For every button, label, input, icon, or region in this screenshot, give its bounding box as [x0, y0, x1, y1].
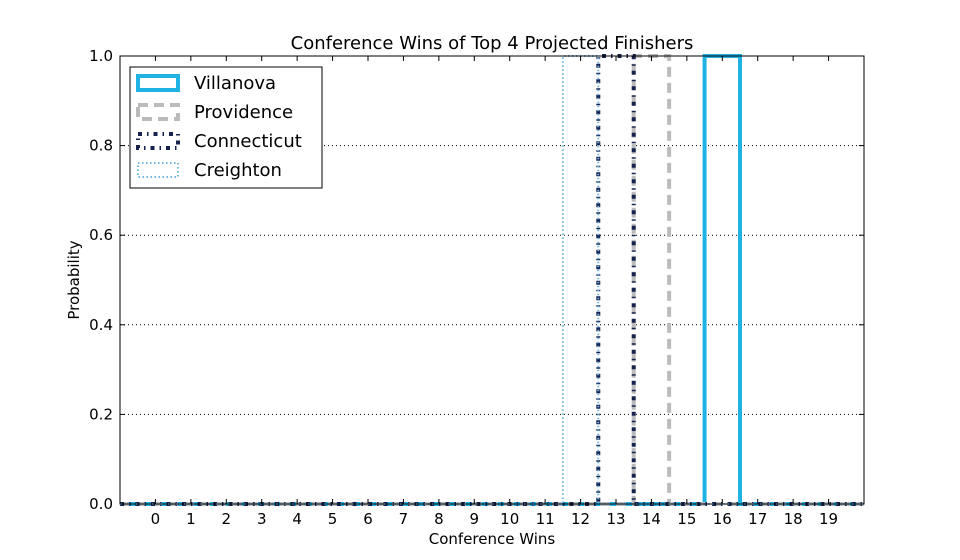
x-tick-label: 14 — [642, 510, 661, 528]
x-tick-label: 3 — [257, 510, 267, 528]
legend-label-connecticut: Connecticut — [194, 131, 302, 152]
x-tick-label: 18 — [784, 510, 803, 528]
legend: Villanova Providence Connecticut Creighton — [129, 66, 323, 189]
chart-title: Conference Wins of Top 4 Projected Finis… — [291, 33, 694, 54]
y-tick-label: 0.0 — [89, 495, 113, 513]
y-tick-label: 1.0 — [89, 47, 113, 65]
legend-swatch-villanova — [136, 74, 180, 92]
y-tick-label: 0.8 — [89, 137, 113, 155]
legend-swatch-creighton — [137, 162, 179, 178]
y-tick-label: 0.6 — [89, 226, 113, 244]
x-tick-label: 15 — [677, 510, 696, 528]
x-tick-label: 5 — [328, 510, 338, 528]
x-tick-label: 11 — [536, 510, 555, 528]
axes-frame — [119, 55, 865, 505]
x-tick-label: 16 — [713, 510, 732, 528]
x-tick-label: 17 — [748, 510, 767, 528]
x-tick-label: 1 — [186, 510, 196, 528]
x-tick-label: 2 — [222, 510, 232, 528]
x-tick-label: 7 — [399, 510, 409, 528]
x-tick-label: 9 — [470, 510, 480, 528]
x-tick-label: 6 — [363, 510, 373, 528]
x-tick-label: 10 — [500, 510, 519, 528]
legend-label-villanova: Villanova — [194, 73, 276, 94]
x-tick-label: 4 — [292, 510, 302, 528]
legend-swatch-providence — [136, 103, 180, 121]
legend-label-creighton: Creighton — [194, 160, 282, 181]
legend-box — [129, 66, 323, 189]
ticks: 0 1 2 3 4 5 6 7 8 9 10 11 12 13 14 15 16 17 18 190.00.20.40… — [89, 47, 864, 528]
x-tick-label: 0 — [151, 510, 161, 528]
y-axis-label: Probability — [65, 240, 83, 319]
x-tick-label: 12 — [571, 510, 590, 528]
x-tick-label: 8 — [434, 510, 444, 528]
y-tick-label: 0.2 — [89, 405, 113, 423]
y-tick-label: 0.4 — [89, 316, 113, 334]
legend-label-providence: Providence — [194, 102, 293, 123]
x-tick-label: 13 — [606, 510, 625, 528]
legend-swatch-connecticut — [136, 132, 180, 150]
x-tick-label: 19 — [819, 510, 838, 528]
x-axis-label: Conference Wins — [429, 530, 556, 548]
